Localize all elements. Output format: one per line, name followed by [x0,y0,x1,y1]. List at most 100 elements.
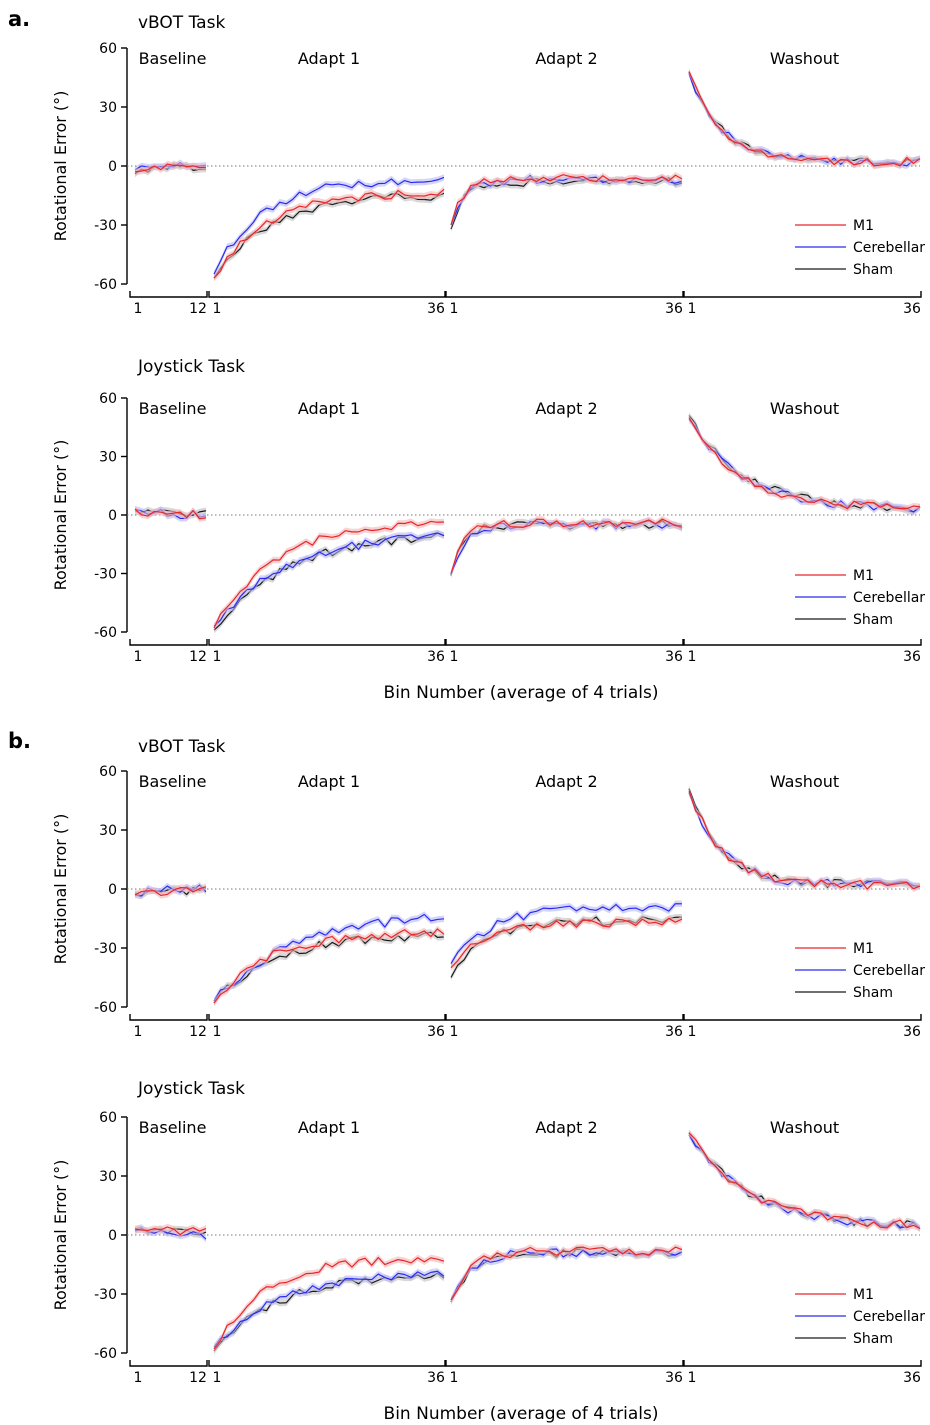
y-tick-label: -60 [94,625,117,641]
series-line-m1 [450,174,683,226]
x-tick-label: 36 [665,301,683,317]
x-tick-label: 1 [134,1024,143,1040]
x-axis-segment [683,639,922,646]
segment-label: Adapt 2 [535,399,597,418]
series-line-m1 [213,520,445,629]
panel-letter-b: b. [8,729,31,753]
legend-label-cerebellar: Cerebellar [853,1309,925,1325]
legend-label-m1: M1 [853,1287,874,1303]
y-tick-label: 0 [108,1228,117,1244]
x-tick-label: 1 [134,1370,143,1386]
x-tick-label: 1 [450,649,459,665]
series-line-m1 [213,188,445,279]
series-band-m1 [451,1243,682,1304]
x-tick-label: 36 [427,649,445,665]
y-tick-label: 60 [99,1110,117,1126]
x-axis-segment [683,1014,922,1021]
segment-label: Washout [770,772,839,791]
y-tick-label: 0 [108,508,117,524]
x-axis-segment [683,291,922,298]
y-tick-label: -60 [94,1000,117,1016]
segment-label: Baseline [139,772,207,791]
x-axis-segment [445,291,684,298]
segment-label: Adapt 1 [298,49,360,68]
x-tick-label: 1 [134,649,143,665]
series-line-cerebellar [213,532,445,627]
x-tick-label: 1 [688,1024,697,1040]
legend-label-cerebellar: Cerebellar [853,590,925,606]
series-line-m1 [213,1256,445,1350]
x-tick-label: 36 [665,1024,683,1040]
segment-label: Washout [770,49,839,68]
y-axis-label: Rotational Error (°) [51,440,70,591]
series-line-m1 [450,917,683,969]
x-axis-label-a: Bin Number (average of 4 trials) [384,683,659,703]
segment-label: Baseline [139,399,207,418]
x-tick-label: 36 [427,301,445,317]
subplot-title-a-joystick: Joystick Task [137,357,245,377]
subplot-3: -60 -30 0 30 60 Rotational Error (°) Baseline 1… [51,1110,925,1386]
x-tick-label: 1 [688,1370,697,1386]
x-tick-label: 1 [134,301,143,317]
x-axis-segment [208,639,446,646]
legend-label-m1: M1 [853,568,874,584]
x-tick-label: 36 [665,1370,683,1386]
series-line-m1 [688,1132,921,1229]
x-axis-segment [683,1360,922,1367]
series-band-cerebellar [451,900,682,967]
x-tick-label: 1 [213,649,222,665]
series-line-m1 [450,1246,683,1301]
y-tick-label: 30 [99,1169,117,1185]
series-band-m1 [135,883,206,899]
segment-label: Washout [770,399,839,418]
series-line-m1 [134,886,207,897]
y-tick-label: 60 [99,391,117,407]
x-tick-label: 1 [213,1024,222,1040]
x-tick-label: 1 [688,649,697,665]
series-line-m1 [688,71,921,167]
segment-label: Adapt 2 [535,49,597,68]
series-band-m1 [135,1223,206,1238]
subplot-title-b-joystick: Joystick Task [137,1079,245,1099]
x-tick-label: 36 [427,1370,445,1386]
legend-label-cerebellar: Cerebellar [853,963,925,979]
legend-label-m1: M1 [853,941,874,957]
series-line-cerebellar [213,176,445,275]
x-tick-label: 1 [450,1024,459,1040]
x-tick-label: 12 [189,301,207,317]
segment-label: Adapt 2 [535,772,597,791]
x-tick-label: 1 [450,1370,459,1386]
x-tick-label: 36 [903,1370,921,1386]
x-tick-label: 36 [665,649,683,665]
x-tick-label: 12 [189,1024,207,1040]
y-axis-label: Rotational Error (°) [51,1160,70,1311]
series-band-m1 [214,925,444,1007]
segment-label: Adapt 1 [298,399,360,418]
x-tick-label: 36 [903,649,921,665]
y-axis-label: Rotational Error (°) [51,814,70,965]
y-tick-label: -60 [94,1346,117,1362]
series-band-cerebellar [214,174,444,278]
segment-label: Baseline [139,49,207,68]
x-tick-label: 12 [189,649,207,665]
series-band-m1 [451,171,682,229]
series-band-cerebellar [214,1268,444,1351]
legend-label-sham: Sham [853,985,893,1001]
x-axis-segment [445,1014,684,1021]
y-tick-label: -60 [94,277,117,293]
segment-label: Washout [770,1118,839,1137]
x-axis-segment [208,1360,446,1367]
x-axis-segment [208,291,446,298]
x-tick-label: 1 [213,1370,222,1386]
y-tick-label: 30 [99,450,117,466]
series-line-m1 [134,163,207,173]
y-axis-label: Rotational Error (°) [51,91,70,242]
x-axis-segment [208,1014,446,1021]
x-axis-segment [445,1360,684,1367]
legend-label-sham: Sham [853,612,893,628]
segment-label: Adapt 1 [298,772,360,791]
x-tick-label: 12 [189,1370,207,1386]
x-axis-segment [129,639,208,646]
y-tick-label: 0 [108,159,117,175]
